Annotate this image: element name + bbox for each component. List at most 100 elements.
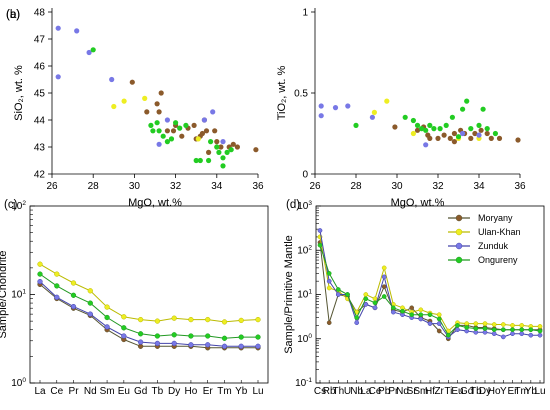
x-tick-label: Ce [50,386,63,397]
y-tick-label: 46 [34,62,46,73]
point-ongureny-pb [381,294,387,299]
point-ongureny-5 [423,127,429,133]
point-moryany-pb [381,284,387,290]
point-zunduk-pb [381,274,387,280]
point-moryany-0 [129,79,135,85]
point-ulan-khan-sm [418,307,424,313]
point-zunduk-cs [317,228,323,233]
panel-b: (b) 26 28 30 32 34 36 0 0.5 1 MgO, wt.% TiO₂, wt. % [6,8,526,210]
point-zunduk-4 [369,114,375,120]
point-ulan-khan-pb [381,265,387,271]
point-zunduk-gd [137,339,144,345]
point-ulan-khan-tm [519,323,525,328]
point-ongureny-17 [492,130,498,137]
series-line-zunduk [39,281,258,347]
point-ongureny-lu [255,334,261,340]
x-tick-label: 32 [432,181,444,192]
point-ongureny-4 [156,128,162,134]
x-tick-label: Ho [185,386,198,397]
point-ongureny-2 [410,117,416,124]
point-ulan-khan-er [510,323,515,328]
point-ongureny-9 [177,125,183,131]
point-ongureny-19 [228,147,234,153]
x-tick-label: 32 [170,181,182,192]
panel-label: (a) [6,9,20,21]
x-tick-label: Y [500,386,507,397]
legend-label-moryany: Moryany [478,213,513,223]
point-ulan-khan-ho [188,316,194,323]
point-ulan-khan-1 [384,98,390,104]
x-tick-label: Lu [534,386,545,397]
point-moryany-1 [158,90,164,96]
y-tick-label: 102 [11,200,26,212]
point-ulan-khan-0 [371,109,377,115]
point-moryany-3 [427,135,433,141]
point-ongureny-6 [427,122,433,128]
x-tick-label: Rb [323,386,336,397]
point-ulan-khan-tb [154,318,161,324]
point-moryany-5 [441,132,447,138]
point-ulan-khan-dy [171,315,177,321]
point-moryany-12 [199,130,205,137]
x-tick-label: U [344,386,351,397]
x-axis-label: MgO, wt.% [128,197,182,209]
point-ongureny-1 [402,114,408,120]
x-tick-label: 34 [211,181,223,192]
point-ulan-khan-y [500,322,506,327]
point-moryany-16 [214,139,220,145]
point-ongureny-8 [437,126,443,132]
point-zunduk-la [363,301,369,307]
point-moryany-15 [212,128,218,134]
point-zunduk-1 [318,113,324,119]
y-tick-label: 10-1 [295,377,312,389]
point-ongureny-eu [455,323,460,328]
x-tick-label: Tb [470,386,482,397]
point-zunduk-er [510,331,515,337]
point-zunduk-2 [332,105,339,111]
point-moryany-23 [191,122,197,128]
series-line-ulan-khan [39,263,259,323]
y-tick-label: 0 [302,170,308,181]
point-moryany-6 [170,128,177,134]
point-ulan-khan-tb [473,321,479,326]
point-zunduk-5 [423,142,429,148]
y-axis-label: SiO₂, wt. % [13,65,25,121]
x-tick-label: Er [203,386,214,397]
point-ongureny-6 [164,139,170,145]
x-tick-label: Gd [134,386,147,397]
point-ongureny-eu [121,325,127,331]
y-tick-label: 100 [11,377,26,389]
point-moryany-17 [218,144,224,150]
point-ulan-khan-gd [137,316,144,323]
point-moryany-14 [203,128,210,134]
point-ulan-khan-la [37,261,43,267]
point-zunduk-0 [318,103,324,109]
point-ongureny-la [363,296,369,302]
x-tick-label: 28 [88,181,100,192]
point-ulan-khan-eu [121,314,127,320]
point-ulan-khan-tm [221,319,228,325]
point-ongureny-16 [216,149,222,155]
point-ongureny-10 [183,122,189,128]
point-ongureny-16 [484,126,490,132]
point-zunduk-lu [537,332,543,338]
point-zunduk-2 [74,28,80,34]
y-tick-label: 44 [34,116,46,127]
y-tick-label: 45 [34,89,46,100]
point-zunduk-tb [154,340,161,347]
point-ongureny-ce [54,283,60,289]
x-tick-label: 30 [391,181,403,192]
point-zunduk-0 [55,25,61,31]
point-ongureny-ho [188,333,194,339]
point-ulan-khan-la [363,292,369,297]
panel-label: (c) [4,199,18,211]
point-ongureny-tb [154,333,161,339]
point-ongureny-pr [390,305,396,311]
point-moryany-13 [484,130,490,137]
point-ongureny-pr [70,292,77,298]
point-zunduk-th [335,292,341,297]
point-zunduk-nd [87,311,93,317]
point-zunduk-7 [476,132,482,138]
point-zunduk-5 [156,141,162,147]
x-tick-label: Pr [69,386,80,397]
